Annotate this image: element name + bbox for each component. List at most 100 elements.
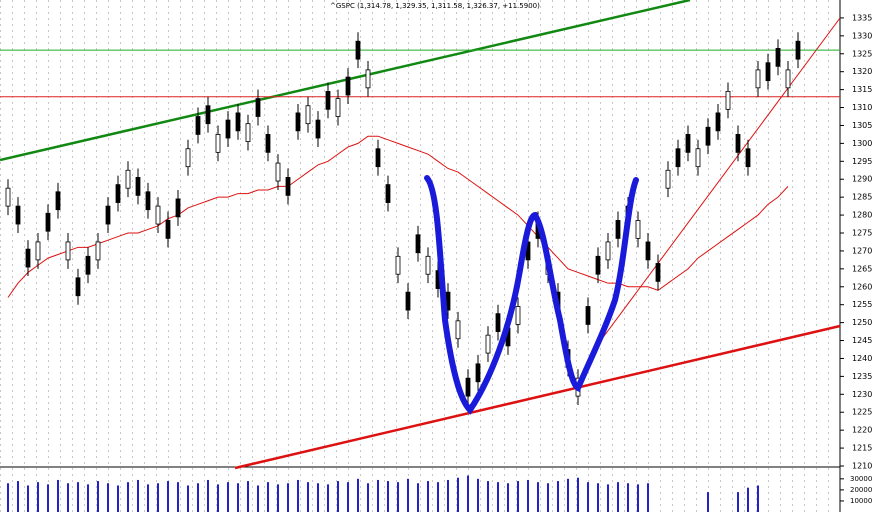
moving-average [7, 135, 789, 298]
y-tick-label: 1330 [852, 31, 872, 40]
volume-bar [517, 481, 519, 512]
volume-bar [617, 482, 619, 512]
volume-bar [407, 478, 409, 512]
price-body [115, 184, 121, 203]
grid-pattern [0, 0, 840, 512]
y-tick-label: 1250 [852, 318, 872, 327]
y-tick-label: 1315 [852, 85, 872, 94]
volume-bar [117, 485, 119, 512]
price-body [355, 40, 361, 60]
price-body [405, 291, 411, 311]
price-body [245, 123, 251, 142]
price-body [225, 119, 231, 139]
price-body [615, 220, 621, 239]
w-pattern-drawing [424, 175, 639, 415]
y-tick-label: 1240 [852, 354, 872, 363]
price-body [385, 184, 391, 203]
price-body [335, 98, 341, 117]
volume-bar [27, 485, 29, 512]
volume-bar [737, 492, 739, 512]
volume-bar [457, 477, 459, 512]
y-tick-label: 1220 [852, 426, 872, 435]
y-tick-label: 1320 [852, 67, 872, 76]
volume-bar [237, 483, 239, 512]
price-body [785, 69, 791, 89]
volume-bar [107, 483, 109, 512]
volume-bar [537, 482, 539, 512]
trend-line-upper [0, 0, 691, 162]
volume-bar [587, 482, 589, 512]
price-body [45, 212, 51, 232]
price-body [645, 241, 651, 261]
volume-bar [507, 483, 509, 512]
trend-line-lower [234, 324, 841, 470]
price-body [665, 169, 671, 189]
volume-bar [147, 484, 149, 512]
volume-bar [607, 484, 609, 512]
price-body [255, 98, 261, 117]
volume-bar [67, 483, 69, 512]
price-body [745, 148, 751, 168]
price-body [145, 191, 151, 211]
price-body [325, 91, 331, 110]
price-body [165, 220, 171, 239]
volume-bar [37, 482, 39, 512]
y-tick-label: 1255 [852, 300, 872, 309]
price-body [605, 241, 611, 261]
price-body [475, 363, 481, 383]
price-body [195, 116, 201, 135]
volume-bar [227, 482, 229, 512]
volume-bar [757, 485, 759, 512]
price-body [705, 126, 711, 146]
price-body [285, 177, 291, 196]
volume-bar [437, 482, 439, 512]
volume-bar [177, 482, 179, 512]
volume-bar [397, 482, 399, 512]
volume-bar [387, 481, 389, 512]
volume-bar [277, 484, 279, 512]
y-tick-label: 1215 [852, 444, 872, 453]
volume-bar [337, 481, 339, 512]
price-body [375, 148, 381, 168]
volume-bar [707, 492, 709, 512]
price-body [365, 69, 371, 89]
price-body [635, 220, 641, 239]
volume-bar [637, 484, 639, 512]
volume-bar [577, 477, 579, 512]
volume-bar [267, 482, 269, 512]
volume-bar [7, 483, 9, 512]
volume-bar [317, 483, 319, 512]
y-tick-label: 1235 [852, 372, 872, 381]
volume-bar [127, 482, 129, 512]
volume-bar [627, 483, 629, 512]
volume-bar [157, 483, 159, 512]
price-body [595, 255, 601, 275]
price-body [775, 47, 781, 67]
y-tick-label: 1300 [852, 139, 872, 148]
volume-bar [367, 483, 369, 512]
volume-bar [167, 481, 169, 512]
price-body [675, 148, 681, 168]
y-tick-label: 1225 [852, 408, 872, 417]
price-body [95, 241, 101, 261]
volume-bar [57, 479, 59, 512]
y-tick-label: 1210 [852, 462, 872, 471]
volume-bar [477, 478, 479, 512]
y-tick-label: 1265 [852, 264, 872, 273]
volume-bar [247, 481, 249, 512]
price-body [415, 234, 421, 254]
y-tick-label: 1245 [852, 336, 872, 345]
y-tick-label: 1230 [852, 390, 872, 399]
y-tick-label: 1275 [852, 229, 872, 238]
volume-bar [497, 482, 499, 512]
price-body [685, 134, 691, 153]
volume-bar [327, 484, 329, 512]
volume-tick-label: 20000 [850, 486, 872, 494]
price-body [295, 112, 301, 132]
price-body [515, 306, 521, 325]
price-body [725, 91, 731, 110]
price-body [65, 241, 71, 261]
price-body [265, 134, 271, 153]
